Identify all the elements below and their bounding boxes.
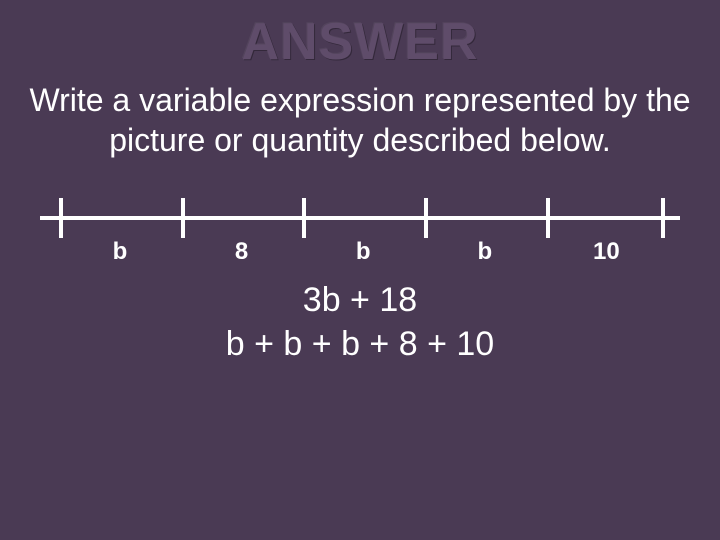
instruction-text: Write a variable expression represented …: [0, 80, 720, 160]
number-line-segment-label: b: [113, 238, 128, 266]
number-line-segment-label: 8: [235, 238, 248, 266]
number-line-axis: [40, 216, 680, 220]
number-line-segment-label: 10: [593, 238, 620, 266]
number-line-tick: [661, 198, 665, 238]
number-line: b8bb10: [40, 198, 680, 258]
number-line-tick: [546, 198, 550, 238]
number-line-tick: [302, 198, 306, 238]
expression-expanded: b + b + b + 8 + 10: [0, 322, 720, 366]
number-line-tick: [59, 198, 63, 238]
number-line-tick: [424, 198, 428, 238]
number-line-tick: [181, 198, 185, 238]
number-line-segment-label: b: [356, 238, 371, 266]
expression-simplified: 3b + 18: [0, 278, 720, 322]
number-line-segment-label: b: [477, 238, 492, 266]
expressions: 3b + 18 b + b + b + 8 + 10: [0, 278, 720, 366]
answer-title: ANSWER: [0, 0, 720, 72]
